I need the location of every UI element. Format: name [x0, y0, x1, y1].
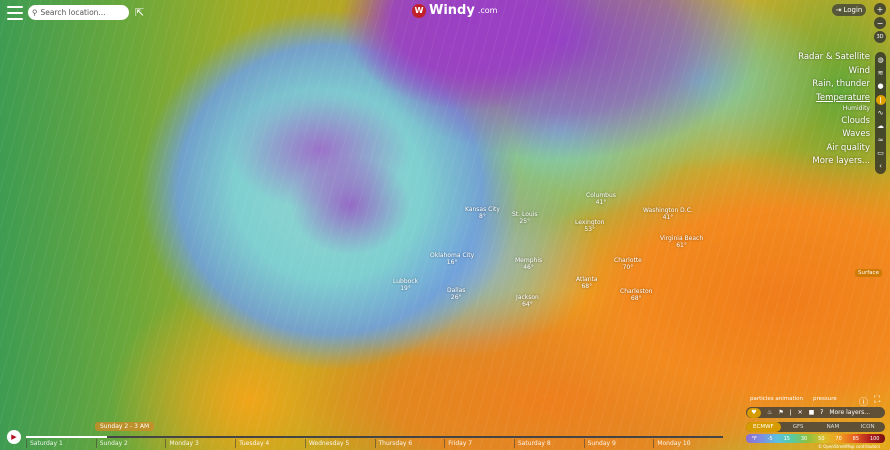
menu-button[interactable] — [7, 6, 23, 20]
day-label[interactable]: Sunday 2 — [95, 439, 166, 448]
chevron-left-icon[interactable]: ‹ — [879, 162, 882, 171]
login-icon: ⇥ — [835, 6, 842, 14]
wind-gust-icon[interactable]: ʔ — [820, 409, 824, 416]
city-label: Oklahoma City 16° — [430, 252, 475, 266]
city-label: Kansas City 8° — [465, 206, 500, 220]
layer-wind[interactable]: Wind — [848, 65, 870, 76]
share-icon[interactable]: ⇱ — [135, 6, 145, 19]
day-label[interactable]: Saturday 8 — [513, 439, 584, 448]
air-icon[interactable]: ▭ — [877, 148, 884, 157]
info-icon[interactable]: ⓘ — [859, 398, 869, 408]
play-button[interactable]: ▶ — [7, 430, 21, 444]
thermometer-small-icon[interactable]: ǀ — [789, 409, 792, 416]
layer-humidity[interactable]: Humidity — [842, 105, 870, 112]
current-time-tooltip: Sunday 2 - 3 AM — [95, 422, 155, 431]
model-ecmwf[interactable]: ECMWF — [746, 422, 781, 432]
city-label: Charlotte 70° — [614, 257, 642, 271]
layer-radar-satellite[interactable]: Radar & Satellite — [798, 52, 870, 62]
attribution[interactable]: © OpenStreetMap contributors — [818, 444, 881, 449]
fullscreen-icon[interactable]: ⛶ — [874, 395, 881, 405]
city-label: Atlanta 68° — [576, 276, 598, 290]
layer-more[interactable]: More layers... — [812, 156, 870, 166]
city-label: Dallas 26° — [447, 287, 466, 301]
timeline-progress — [26, 436, 107, 438]
search-input[interactable]: ⚲ Search location... — [28, 5, 129, 20]
day-label[interactable]: Tuesday 4 — [235, 439, 305, 448]
day-label[interactable]: Sunday 9 — [583, 439, 654, 448]
city-label: Memphis 46° — [515, 257, 543, 271]
timeline-track[interactable] — [26, 436, 723, 438]
webcam-icon[interactable]: ■ — [808, 409, 815, 416]
layer-waves[interactable]: Waves — [842, 129, 870, 139]
fire-icon[interactable]: ✕ — [797, 409, 803, 416]
search-icon: ⚲ — [32, 8, 38, 17]
model-gfs[interactable]: GFS — [792, 424, 804, 430]
day-label[interactable]: Monday 10 — [653, 439, 723, 448]
favorite-layers-bar: ♥ ♨ ⚑ ǀ ✕ ■ ʔ More layers... — [746, 407, 885, 418]
city-label: Charleston 68° — [620, 288, 653, 302]
windy-logo: W Windy .com — [412, 3, 497, 18]
particles-toggle[interactable]: particles animation — [750, 396, 804, 402]
drop-icon[interactable]: ● — [877, 82, 884, 91]
more-layers-link[interactable]: More layers... — [829, 409, 871, 416]
city-label: Virginia Beach 61° — [660, 235, 704, 249]
play-icon: ▶ — [11, 433, 17, 441]
layer-menu: Radar & Satellite Wind Rain, thunder Tem… — [798, 52, 870, 166]
cloud-icon[interactable]: ☁ — [877, 122, 884, 131]
globe-icon[interactable]: ◍ — [877, 55, 884, 64]
day-label[interactable]: Saturday 1 — [26, 439, 96, 448]
layer-rain-thunder[interactable]: Rain, thunder — [812, 79, 870, 89]
day-label[interactable]: Wednesday 5 — [304, 439, 375, 448]
city-label: Jackson 64° — [516, 294, 539, 308]
zoom-out-button[interactable]: − — [874, 17, 886, 29]
layer-icon-strip: ◍ ≋ ● ǀ ∿ ☁ ≈ ▭ ‹ — [875, 52, 886, 174]
layer-temperature[interactable]: Temperature — [816, 92, 870, 103]
city-label: Lubbock 19° — [393, 278, 419, 292]
waves-icon[interactable]: ≈ — [877, 135, 884, 144]
pressure-toggle[interactable]: pressure — [813, 396, 837, 402]
day-label[interactable]: Monday 3 — [165, 439, 235, 448]
city-label: Washington D.C. 41° — [643, 207, 693, 221]
day-label[interactable]: Thursday 6 — [374, 439, 445, 448]
day-label[interactable]: Friday 7 — [444, 439, 514, 448]
layer-clouds[interactable]: Clouds — [841, 115, 870, 126]
heart-icon[interactable]: ♥ — [747, 407, 761, 418]
city-label: Lexington 53° — [575, 219, 605, 233]
city-label: St. Louis 25° — [512, 211, 538, 225]
humidity-icon[interactable]: ∿ — [877, 108, 884, 117]
model-icon[interactable]: ICON — [860, 424, 875, 430]
layer-air-quality[interactable]: Air quality — [826, 142, 870, 153]
model-selector: ECMWF GFS NAM ICON — [746, 422, 885, 432]
login-button[interactable]: ⇥ Login — [832, 4, 866, 16]
wind-icon[interactable]: ≋ — [877, 68, 884, 77]
flag-icon[interactable]: ⚑ — [778, 409, 784, 416]
temperature-legend[interactable]: °F -5 15 30 50 70 85 100 — [746, 434, 885, 443]
zoom-in-button[interactable]: + — [874, 3, 886, 15]
temp-icon[interactable]: ♨ — [767, 409, 773, 416]
model-nam[interactable]: NAM — [826, 424, 840, 430]
thermometer-icon[interactable]: ǀ — [875, 94, 886, 105]
city-label: Columbus 41° — [586, 192, 616, 206]
timeline-days: Saturday 1 Sunday 2 Monday 3 Tuesday 4 W… — [26, 439, 723, 448]
altitude-surface-button[interactable]: Surface — [855, 269, 882, 277]
3d-view-button[interactable]: 3D — [874, 31, 886, 43]
